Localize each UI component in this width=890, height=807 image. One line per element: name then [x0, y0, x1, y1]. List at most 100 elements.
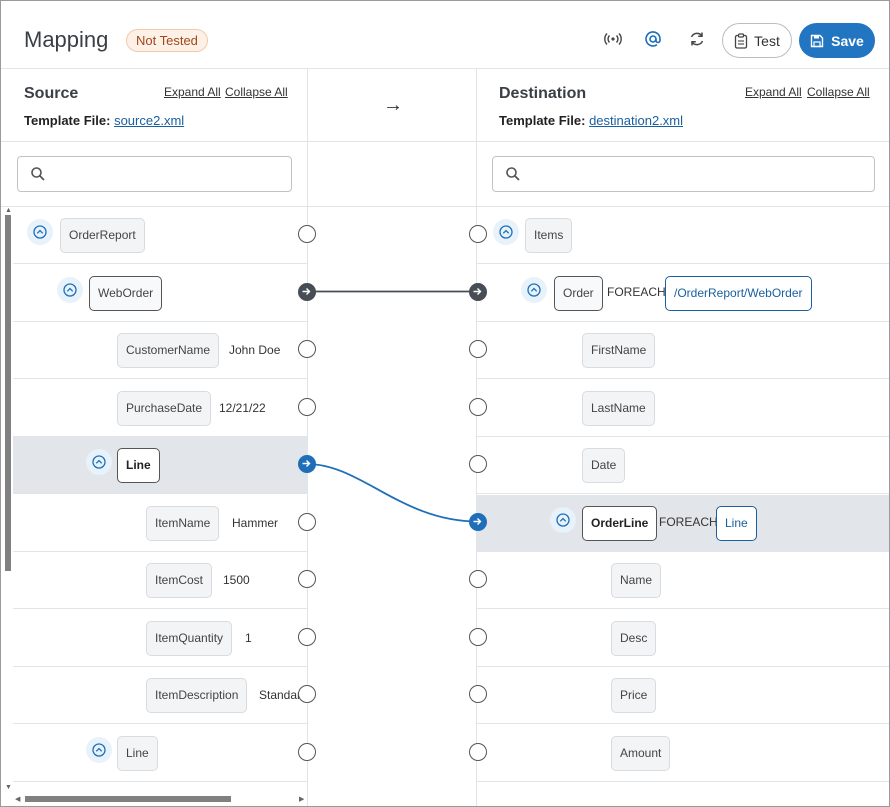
- destination-title: Destination: [499, 85, 587, 102]
- source-node-label[interactable]: ItemCost: [146, 563, 213, 598]
- source-connector-port[interactable]: [298, 627, 316, 646]
- source-tree-row: ItemName Hammer: [13, 495, 307, 552]
- destination-expand-all-link[interactable]: Expand All: [745, 85, 802, 99]
- destination-tree-row: Date: [477, 437, 889, 494]
- source-connector-port[interactable]: [298, 282, 316, 301]
- destination-node-label[interactable]: Items: [525, 218, 573, 253]
- source-search-row: [1, 142, 307, 207]
- mapping-tree-area: OrderReport WebOrder CustomerName John Doe P…: [1, 207, 889, 806]
- collapse-toggle-icon[interactable]: [521, 276, 547, 303]
- destination-collapse-all-link[interactable]: Collapse All: [807, 85, 870, 99]
- collapse-toggle-icon[interactable]: [493, 219, 519, 245]
- destination-node-label[interactable]: Desc: [611, 620, 657, 656]
- mapping-connector-column: [307, 207, 477, 806]
- vertical-scrollbar-thumb[interactable]: [5, 215, 11, 571]
- source-node-label[interactable]: PurchaseDate: [117, 390, 212, 426]
- destination-tree-row: Items: [477, 207, 889, 264]
- search-icon: [506, 167, 520, 181]
- source-node-value: Standar: [259, 688, 302, 702]
- source-node-label[interactable]: ItemName: [146, 505, 220, 541]
- source-tree-row: PurchaseDate 12/21/22: [13, 380, 307, 437]
- source-connector-port[interactable]: [298, 742, 316, 761]
- collapse-toggle-icon[interactable]: [57, 276, 83, 303]
- collapse-toggle-icon[interactable]: [86, 449, 112, 475]
- foreach-expression-field[interactable]: /OrderReport/WebOrder: [665, 275, 812, 311]
- refresh-icon[interactable]: [686, 29, 708, 51]
- source-connector-port[interactable]: [298, 340, 316, 358]
- destination-connector-port[interactable]: [469, 225, 487, 243]
- source-connector-port[interactable]: [298, 685, 316, 703]
- destination-node-label[interactable]: LastName: [582, 390, 655, 426]
- destination-connector-port[interactable]: [469, 512, 487, 531]
- scroll-down-arrow[interactable]: ▼: [5, 784, 12, 791]
- page-title: Mapping: [24, 27, 109, 52]
- foreach-expression-field[interactable]: Line: [716, 505, 757, 541]
- source-node-label[interactable]: Line: [117, 735, 158, 771]
- at-sign-icon[interactable]: [642, 29, 664, 51]
- scroll-right-arrow[interactable]: ▶: [299, 796, 305, 803]
- destination-connector-port[interactable]: [469, 455, 487, 473]
- horizontal-scrollbar-thumb[interactable]: [25, 796, 231, 802]
- source-tree-row: ItemCost 1500: [13, 552, 307, 609]
- source-template-file-link[interactable]: source2.xml: [114, 113, 185, 128]
- source-node-value: 1500: [223, 573, 250, 587]
- scroll-left-arrow[interactable]: ◀: [15, 796, 21, 803]
- source-node-value: 12/21/22: [219, 400, 266, 415]
- source-node-label[interactable]: ItemDescription: [146, 678, 248, 713]
- destination-search-row: [477, 142, 889, 207]
- source-node-value: 1: [245, 630, 252, 645]
- source-node-label[interactable]: CustomerName: [117, 333, 220, 368]
- destination-connector-port[interactable]: [469, 397, 487, 416]
- destination-template-file-link[interactable]: destination2.xml: [589, 113, 684, 128]
- clipboard-icon: [735, 32, 748, 49]
- foreach-keyword: FOREACH: [607, 284, 666, 299]
- broadcast-icon[interactable]: [602, 29, 624, 51]
- mapping-connection-line[interactable]: [306, 463, 479, 523]
- source-expand-all-link[interactable]: Expand All: [164, 85, 221, 99]
- destination-template-info: Template File: destination2.xml: [499, 113, 683, 128]
- destination-connector-port[interactable]: [469, 627, 487, 646]
- source-node-label[interactable]: OrderReport: [60, 218, 145, 253]
- chevron-up-icon: [527, 282, 541, 297]
- collapse-toggle-icon[interactable]: [550, 506, 576, 533]
- destination-connector-port[interactable]: [469, 742, 487, 761]
- destination-node-label[interactable]: Date: [582, 448, 626, 483]
- source-template-info: Template File: source2.xml: [24, 113, 184, 128]
- destination-search-box[interactable]: [492, 156, 875, 192]
- destination-node-label[interactable]: FirstName: [582, 333, 656, 368]
- source-node-label[interactable]: WebOrder: [89, 275, 163, 311]
- source-collapse-all-link[interactable]: Collapse All: [225, 85, 288, 99]
- destination-connector-port[interactable]: [469, 282, 487, 301]
- destination-node-label[interactable]: Name: [611, 563, 662, 598]
- source-connector-port[interactable]: [298, 225, 316, 243]
- collapse-toggle-icon[interactable]: [86, 736, 112, 763]
- destination-node-label[interactable]: Order: [554, 275, 603, 311]
- destination-node-label[interactable]: Amount: [611, 735, 671, 771]
- source-search-box[interactable]: [17, 156, 292, 192]
- destination-connector-port[interactable]: [469, 685, 487, 703]
- collapse-toggle-icon[interactable]: [27, 219, 53, 245]
- source-search-input[interactable]: [52, 163, 271, 185]
- source-connector-port[interactable]: [298, 455, 316, 473]
- source-connector-port[interactable]: [298, 570, 316, 588]
- destination-connector-port[interactable]: [469, 570, 487, 588]
- destination-node-label[interactable]: OrderLine: [582, 505, 658, 541]
- save-button[interactable]: Save: [799, 23, 875, 58]
- destination-connector-port[interactable]: [469, 340, 487, 358]
- destination-node-label[interactable]: Price: [611, 678, 657, 713]
- scroll-up-arrow[interactable]: ▲: [5, 207, 12, 214]
- mapping-direction-arrow: →: [383, 94, 403, 116]
- source-node-label[interactable]: Line: [117, 448, 160, 483]
- test-button[interactable]: Test: [722, 23, 792, 58]
- source-connector-port[interactable]: [298, 397, 316, 416]
- destination-tree-row: Name: [477, 552, 889, 609]
- destination-search-input[interactable]: [527, 163, 832, 185]
- floppy-disk-icon: [810, 34, 824, 47]
- source-connector-port[interactable]: [298, 512, 316, 531]
- source-tree-row: Line: [13, 437, 307, 494]
- source-title: Source: [24, 85, 79, 102]
- mapping-lines: [306, 290, 479, 523]
- source-node-label[interactable]: ItemQuantity: [146, 620, 233, 656]
- source-template-label: Template File:: [24, 113, 111, 128]
